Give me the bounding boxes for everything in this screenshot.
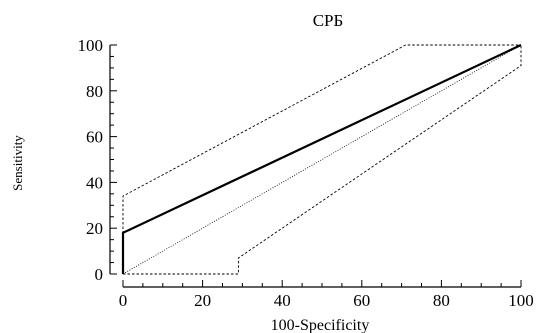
- y-tick-label: 0: [95, 265, 104, 284]
- series-roc-curve: [121, 44, 522, 274]
- y-axis-label: Sensitivity: [10, 135, 25, 191]
- chart-title: CPБ: [313, 11, 344, 30]
- x-tick-label: 0: [119, 291, 128, 310]
- y-tick-label: 100: [78, 36, 104, 55]
- y-tick-label: 20: [86, 219, 103, 238]
- y-axis: 0 20 40 60 80 100: [78, 36, 117, 284]
- y-tick-label: 40: [86, 173, 103, 192]
- x-tick-label: 80: [433, 291, 450, 310]
- y-tick-label: 80: [86, 82, 103, 101]
- x-tick-label: 60: [353, 291, 370, 310]
- x-axis: 0 20 40 60 80 100: [119, 280, 534, 310]
- x-tick-label: 20: [194, 291, 211, 310]
- series-reference-diagonal: [122, 44, 522, 275]
- series-confidence-upper: [122, 44, 521, 274]
- series-confidence-lower: [123, 45, 522, 275]
- y-tick-label: 60: [86, 128, 103, 147]
- x-axis-label: 100-Specificity: [271, 317, 370, 333]
- plot-area: [121, 44, 522, 275]
- x-tick-label: 100: [508, 291, 534, 310]
- x-tick-label: 40: [274, 291, 291, 310]
